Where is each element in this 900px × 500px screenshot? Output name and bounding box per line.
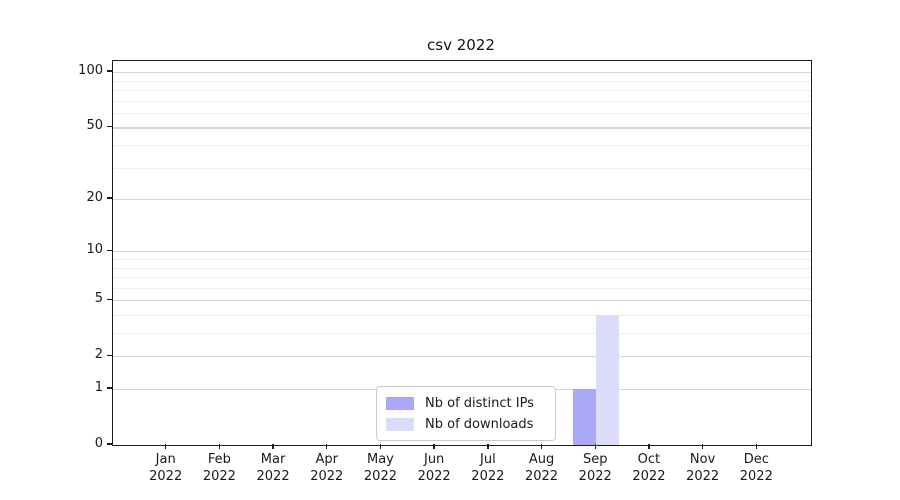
minor-gridline	[113, 90, 811, 91]
y-tick-label: 5	[94, 291, 103, 307]
legend-label: Nb of distinct IPs	[425, 396, 534, 411]
x-tick-label: Sep 2022	[578, 452, 612, 484]
minor-gridline	[113, 100, 811, 102]
major-gridline	[113, 356, 811, 358]
y-tick-label: 100	[78, 63, 103, 79]
minor-gridline	[113, 80, 811, 82]
minor-gridline	[113, 333, 811, 334]
x-tick-label: Feb 2022	[202, 452, 236, 484]
y-tick-mark	[107, 125, 112, 128]
y-tick-mark	[107, 249, 112, 251]
bar-nb-of-distinct-ips	[573, 389, 597, 445]
bar-nb-of-downloads	[596, 314, 620, 445]
plot-area	[112, 60, 812, 446]
legend-item: Nb of distinct IPs	[386, 394, 546, 413]
major-gridline	[113, 199, 811, 201]
x-tick-mark	[594, 444, 596, 449]
minor-gridline	[113, 112, 811, 114]
minor-gridline	[113, 258, 811, 260]
x-tick-mark	[218, 444, 221, 449]
x-tick-label: Jul 2022	[471, 452, 505, 484]
x-tick-label: Mar 2022	[256, 452, 290, 484]
x-tick-label: May 2022	[363, 452, 397, 484]
chart-title: csv 2022	[427, 36, 495, 54]
minor-gridline	[113, 167, 811, 169]
y-tick-mark	[107, 443, 112, 445]
legend-swatch-downloads	[386, 418, 414, 431]
minor-gridline	[113, 267, 811, 269]
y-tick-label: 20	[86, 190, 103, 206]
y-tick-label: 0	[94, 436, 103, 451]
y-tick-mark	[107, 298, 112, 300]
y-tick-label: 1	[94, 380, 103, 395]
x-tick-mark	[379, 444, 382, 449]
y-tick-label: 10	[86, 242, 103, 258]
x-tick-mark	[433, 444, 435, 449]
major-gridline	[113, 251, 811, 253]
minor-gridline	[113, 145, 811, 146]
x-tick-label: Jun 2022	[417, 452, 451, 484]
x-tick-label: Apr 2022	[310, 452, 344, 484]
x-tick-label: Nov 2022	[686, 452, 720, 484]
y-tick-mark	[107, 354, 112, 356]
legend-swatch-distinct-ips	[386, 397, 414, 410]
x-tick-label: Aug 2022	[524, 452, 559, 484]
x-tick-mark	[164, 444, 167, 449]
legend: Nb of distinct IPs Nb of downloads	[376, 386, 556, 441]
x-tick-mark	[272, 444, 274, 449]
x-tick-label: Jan 2022	[149, 452, 183, 484]
minor-gridline	[113, 277, 811, 279]
y-tick-label: 2	[94, 347, 103, 363]
x-tick-mark	[701, 444, 704, 449]
x-tick-mark	[487, 444, 489, 449]
y-tick-mark	[107, 387, 112, 389]
x-tick-mark	[326, 444, 328, 449]
x-tick-label: Dec 2022	[739, 452, 773, 484]
minor-gridline	[113, 287, 811, 289]
major-gridline	[113, 127, 811, 129]
x-tick-label: Oct 2022	[632, 452, 666, 484]
major-gridline	[113, 300, 811, 302]
y-tick-mark	[107, 197, 112, 199]
legend-label: Nb of downloads	[425, 417, 534, 432]
minor-gridline	[113, 314, 811, 316]
x-tick-mark	[755, 444, 757, 449]
legend-item: Nb of downloads	[386, 415, 546, 434]
major-gridline	[113, 72, 811, 74]
y-tick-mark	[107, 70, 112, 72]
y-tick-label: 50	[86, 118, 103, 134]
x-tick-mark	[648, 444, 650, 449]
x-tick-mark	[540, 444, 543, 449]
